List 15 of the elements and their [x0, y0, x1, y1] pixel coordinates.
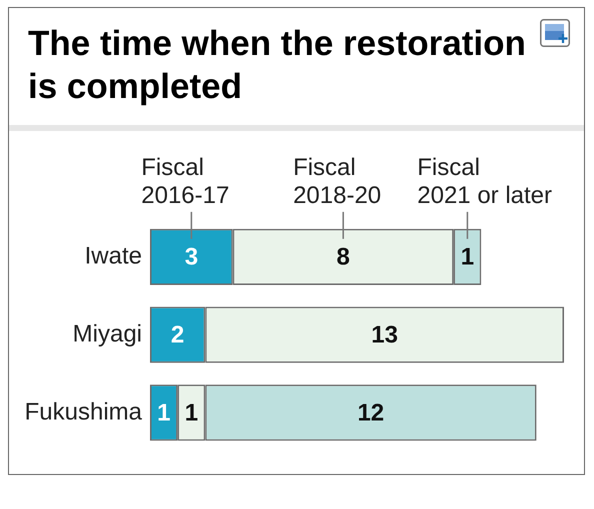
data-label: 13 [371, 321, 398, 348]
series-label: Fiscal 2021 or later [417, 154, 552, 209]
data-label: 3 [184, 244, 198, 271]
data-label: 12 [357, 399, 384, 426]
series-label: Fiscal 2018-20 [293, 154, 382, 209]
y-tick-label: Fukushima [24, 398, 143, 426]
series-label: Fiscal 2016-17 [141, 154, 230, 209]
data-label: 1 [184, 399, 198, 426]
data-label: 1 [157, 399, 170, 426]
y-tick-label: Iwate [84, 242, 142, 270]
data-label: 2 [170, 321, 184, 348]
y-tick-label: Miyagi [72, 320, 142, 348]
data-label: 1 [460, 244, 474, 271]
chart-title: The time when the restoration is completed [28, 23, 527, 108]
data-label: 8 [336, 244, 350, 271]
